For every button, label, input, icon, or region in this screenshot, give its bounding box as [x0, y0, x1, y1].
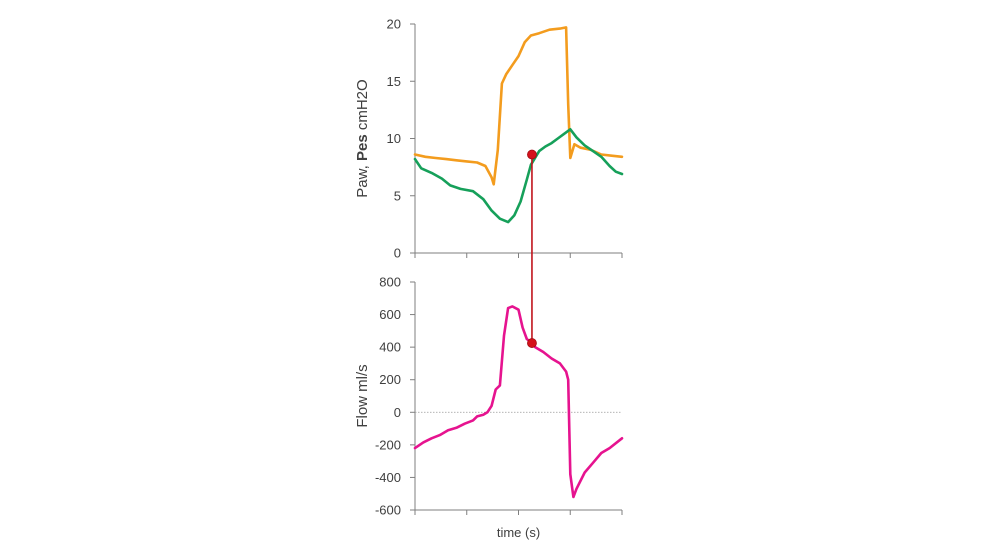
pressure-series-line-1 — [413, 128, 624, 224]
flow-y-label: Flow ml/s — [354, 364, 371, 427]
pressure-y-tick-label: 0 — [394, 246, 401, 261]
flow-y-tick-label: 400 — [379, 340, 401, 355]
pressure-y-tick-label: 20 — [387, 17, 401, 32]
pressure-y-tick-label: 5 — [394, 188, 401, 203]
flow-y-tick-label: -600 — [375, 503, 401, 518]
pressure-series-line-0 — [413, 26, 624, 186]
pressure-chart: 0 5 10 15 20 Paw, Pes cmH2O — [354, 17, 624, 261]
pressure-y-tick-label: 15 — [387, 74, 401, 89]
pressure-y-label: Paw, Pes cmH2O — [354, 79, 371, 197]
flow-y-tick-label: 600 — [379, 307, 401, 322]
flow-x-label: time (s) — [497, 525, 540, 540]
flow-y-tick-label: 200 — [379, 372, 401, 387]
flow-y-tick-label: 800 — [379, 275, 401, 290]
flow-y-tick-label: 0 — [394, 405, 401, 420]
flow-series-line-0 — [413, 305, 624, 499]
flow-y-tick-label: -400 — [375, 470, 401, 485]
flow-marker-point — [527, 338, 537, 348]
marker-connector — [527, 149, 537, 348]
flow-chart: -600 -400 -200 0 200 400 600 800 Flow ml/s time (… — [354, 275, 624, 540]
flow-y-tick-label: -200 — [375, 437, 401, 452]
pressure-y-tick-label: 10 — [387, 131, 401, 146]
pressure-marker-point — [527, 149, 537, 160]
